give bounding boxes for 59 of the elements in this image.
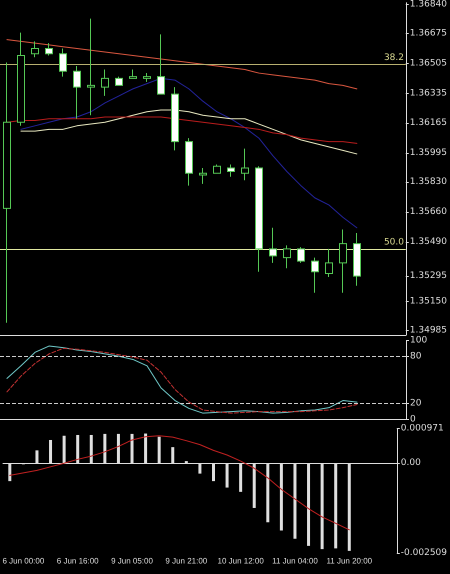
candlestick xyxy=(129,69,137,79)
y-tick-label: 0.00 xyxy=(400,458,422,468)
candlestick xyxy=(339,229,347,294)
y-tick-label: 1.35150 xyxy=(410,296,448,307)
y-tick-label: 80 xyxy=(410,351,422,362)
candlestick xyxy=(59,48,67,78)
candlestick xyxy=(115,76,123,86)
candlestick xyxy=(31,40,39,58)
x-tick-label: 6 Jun 16:00 xyxy=(56,556,100,566)
line-series xyxy=(20,78,358,228)
x-tick-label: 11 Jun 20:00 xyxy=(326,556,373,566)
line-series xyxy=(9,435,350,530)
y-tick-label: 0.000971 xyxy=(400,424,444,434)
candlestick xyxy=(17,32,25,126)
x-tick-label: 10 Jun 12:00 xyxy=(218,556,264,566)
annotation: 38.2 xyxy=(384,52,404,63)
y-tick-label: 1.36505 xyxy=(410,58,447,68)
candlestick xyxy=(143,72,151,82)
candlestick xyxy=(353,232,361,286)
candlestick xyxy=(213,164,221,174)
y-tick-label: 1.36165 xyxy=(410,118,447,128)
candlestick xyxy=(241,148,249,181)
candlestick xyxy=(227,164,235,178)
x-tick-label: 9 Jun 21:00 xyxy=(165,556,208,566)
annotation: 50.0 xyxy=(384,237,404,248)
candlestick xyxy=(87,18,95,116)
y-tick-label: 1.35490 xyxy=(410,236,448,247)
y-tick-label: 1.35660 xyxy=(410,206,448,217)
candlestick xyxy=(283,244,291,269)
y-tick-label: 1.34985 xyxy=(410,326,447,336)
candlestick xyxy=(73,66,81,120)
y-tick-label: 1.35995 xyxy=(410,148,447,158)
candlestick xyxy=(45,42,53,56)
line-series xyxy=(6,116,358,144)
candlestick xyxy=(325,248,333,278)
x-tick-label: 9 Jun 05:00 xyxy=(111,556,154,566)
y-tick-label: 0 xyxy=(410,414,416,424)
y-tick-label: 1.36335 xyxy=(410,88,447,98)
y-tick-label: 100 xyxy=(410,336,428,346)
candlestick xyxy=(297,246,305,264)
x-tick-label: 11 Jun 04:00 xyxy=(272,556,318,566)
y-tick-label: 1.36840 xyxy=(410,0,448,10)
candlestick xyxy=(157,34,165,95)
candlestick xyxy=(3,62,11,324)
y-tick-label: 20 xyxy=(410,398,422,409)
candlestick xyxy=(255,166,263,272)
y-tick-label: -0.002509 xyxy=(400,548,448,558)
candlestick xyxy=(171,86,179,151)
candlestick xyxy=(185,138,193,186)
y-tick-label: 1.35830 xyxy=(410,177,448,188)
candlestick xyxy=(101,69,109,96)
y-tick-label: 1.35295 xyxy=(410,271,447,282)
candlestick xyxy=(269,227,277,264)
line-series xyxy=(6,39,358,90)
candlestick xyxy=(311,257,319,294)
x-tick-label: 6 Jun 00:00 xyxy=(2,556,45,566)
y-tick-label: 1.36675 xyxy=(410,28,447,39)
candlestick xyxy=(199,167,207,184)
line-series xyxy=(20,109,358,154)
